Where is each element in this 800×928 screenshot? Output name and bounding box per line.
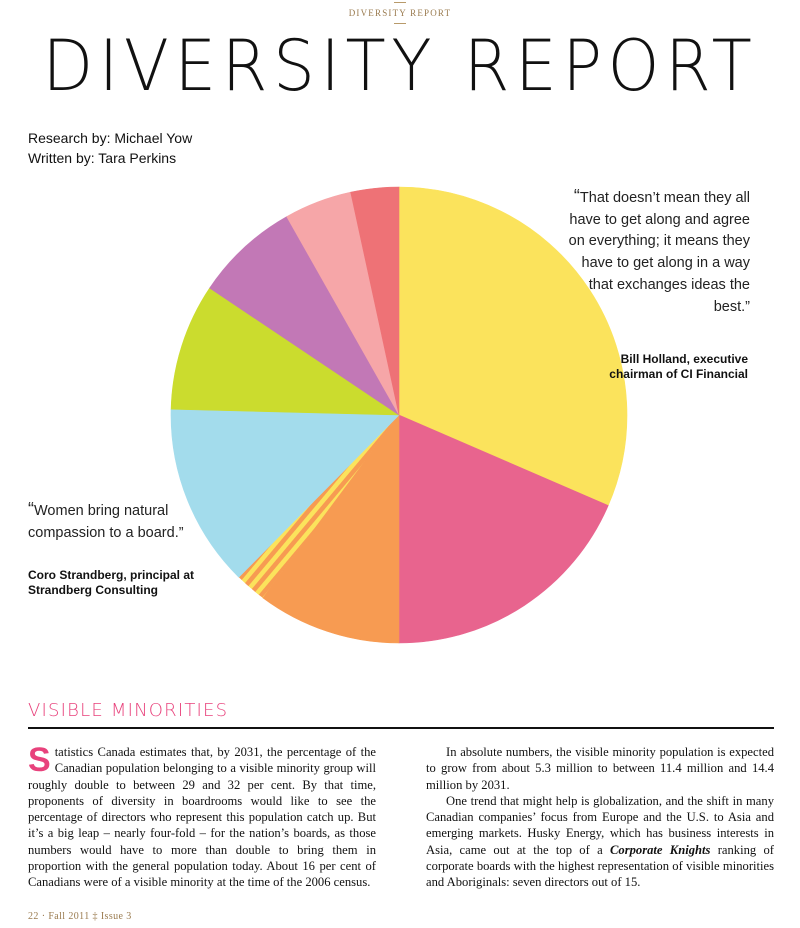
page-title: DIVERSITY REPORT — [42, 25, 758, 107]
pie-slice-6 — [170, 287, 401, 416]
running-head: DIVERSITY REPORT — [0, 0, 800, 24]
pie-slice-9 — [350, 186, 400, 416]
section-divider — [28, 727, 774, 729]
pie-slice-2 — [398, 414, 609, 644]
research-credit: Research by: Michael Yow — [28, 130, 193, 146]
drop-cap: S — [28, 741, 51, 779]
article-paragraph: In absolute numbers, the visible minorit… — [426, 745, 774, 792]
quote-text: Women bring natural compassion to a boar… — [28, 503, 184, 541]
section-heading: VISIBLE MINORITIES — [28, 700, 229, 721]
quote-attribution-left: Coro Strandberg, principal at Strandberg… — [28, 568, 195, 597]
publication-name: Corporate Knights — [610, 842, 711, 857]
quote-text: That doesn’t mean they all have to get a… — [568, 190, 750, 315]
running-head-label: DIVERSITY REPORT — [348, 8, 452, 18]
pull-quote-right: “That doesn’t mean they all have to get … — [560, 186, 750, 318]
pie-slice-3 — [262, 414, 400, 644]
article-column-2: In absolute numbers, the visible minorit… — [426, 744, 774, 891]
writer-credit: Written by: Tara Perkins — [28, 150, 177, 166]
article-paragraph: One trend that might help is globalizati… — [426, 793, 775, 890]
pie-slice-1 — [398, 186, 628, 506]
pie-slice-4 — [238, 415, 399, 598]
quote-open-mark: “ — [573, 186, 580, 206]
pie-slices — [170, 186, 628, 644]
pull-quote-left: “Women bring natural compassion to a boa… — [28, 499, 198, 544]
running-head-top-rule — [394, 2, 406, 3]
quote-attribution-right: Bill Holland, executive chairman of CI F… — [609, 352, 748, 381]
pie-slice-5 — [170, 408, 400, 578]
credits: Research by: Michael Yow Written by: Tar… — [28, 128, 192, 168]
quote-open-mark: “ — [28, 499, 34, 519]
page-folio: 22 · Fall 2011 ‡ Issue 3 — [28, 911, 132, 922]
running-head-bottom-rule — [394, 23, 406, 24]
pie-slice-7 — [209, 216, 400, 416]
